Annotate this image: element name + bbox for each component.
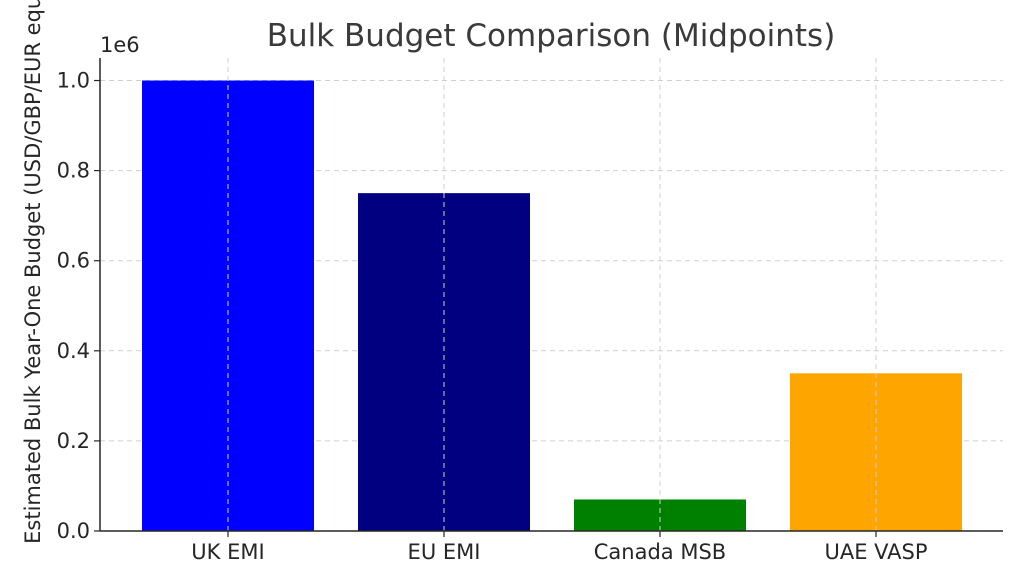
x-tick-label: UAE VASP <box>824 540 927 564</box>
y-axis-label: Estimated Bulk Year-One Budget (USD/GBP/… <box>21 0 45 544</box>
bar-uae-vasp <box>790 373 962 531</box>
axes <box>99 58 1003 532</box>
bars <box>142 58 962 532</box>
y-offset-label: 1e6 <box>100 33 140 57</box>
x-ticks: UK EMI EU EMI Canada MSB UAE VASP <box>191 531 928 564</box>
y-tick-label: 0.8 <box>57 159 90 183</box>
bar-eu-emi <box>358 193 530 531</box>
y-tick-label: 1.0 <box>57 69 90 93</box>
y-tick-label: 0.4 <box>57 339 90 363</box>
chart-title: Bulk Budget Comparison (Midpoints) <box>267 18 836 54</box>
y-tick-label: 0.2 <box>57 429 90 453</box>
x-tick-label: Canada MSB <box>594 540 726 564</box>
y-tick-label: 0.6 <box>57 249 90 273</box>
y-tick-label: 0.0 <box>57 519 90 543</box>
y-ticks: 0.0 0.2 0.4 0.6 0.8 1.0 <box>57 69 100 543</box>
x-tick-label: EU EMI <box>408 540 481 564</box>
bar-canada-msb <box>574 499 746 531</box>
x-tick-label: UK EMI <box>191 540 264 564</box>
